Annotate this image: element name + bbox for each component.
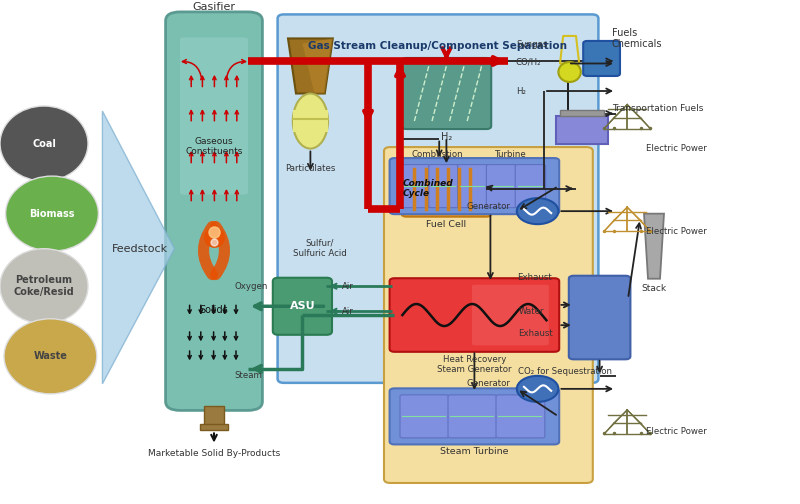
- Text: Generator: Generator: [466, 202, 510, 211]
- Polygon shape: [102, 111, 174, 384]
- FancyBboxPatch shape: [390, 278, 559, 352]
- FancyBboxPatch shape: [166, 12, 262, 410]
- Bar: [556, 116, 608, 144]
- Text: Gasifier: Gasifier: [193, 2, 235, 12]
- Text: Steam: Steam: [234, 371, 262, 381]
- Text: Electric Power: Electric Power: [646, 227, 706, 236]
- Ellipse shape: [558, 62, 581, 82]
- Text: Waste: Waste: [34, 351, 67, 361]
- FancyBboxPatch shape: [569, 276, 630, 359]
- FancyBboxPatch shape: [496, 395, 545, 438]
- Text: Transportation Fuels: Transportation Fuels: [612, 104, 703, 113]
- Text: Coal: Coal: [32, 139, 56, 149]
- FancyBboxPatch shape: [402, 58, 491, 129]
- FancyBboxPatch shape: [278, 15, 598, 383]
- FancyBboxPatch shape: [390, 158, 559, 214]
- FancyBboxPatch shape: [458, 165, 488, 208]
- Text: Petroleum
Coke/Resid: Petroleum Coke/Resid: [14, 276, 74, 297]
- Text: Solids: Solids: [200, 305, 228, 315]
- Text: Fuels
Chemicals: Fuels Chemicals: [612, 28, 662, 49]
- Ellipse shape: [0, 248, 88, 324]
- Text: Biomass: Biomass: [30, 209, 74, 219]
- FancyBboxPatch shape: [400, 165, 430, 208]
- FancyBboxPatch shape: [429, 165, 459, 208]
- Text: Generator: Generator: [466, 380, 510, 389]
- Text: Fuel Cell: Fuel Cell: [426, 220, 466, 229]
- FancyBboxPatch shape: [486, 165, 517, 208]
- Polygon shape: [644, 214, 664, 279]
- Text: Sulfur/
Sulfuric Acid: Sulfur/ Sulfuric Acid: [293, 239, 347, 258]
- Text: Particulates: Particulates: [286, 164, 335, 172]
- Text: Air: Air: [342, 307, 354, 316]
- Circle shape: [517, 198, 558, 224]
- Text: Exhaust: Exhaust: [518, 329, 553, 338]
- Text: Gaseous
Constituents: Gaseous Constituents: [186, 137, 242, 156]
- Text: Water: Water: [518, 307, 544, 316]
- Text: Marketable Solid By-Products: Marketable Solid By-Products: [148, 449, 280, 458]
- Text: H₂: H₂: [441, 132, 452, 142]
- Text: Combined
Cycle: Combined Cycle: [402, 179, 453, 198]
- FancyBboxPatch shape: [583, 41, 620, 76]
- Text: Turbine: Turbine: [495, 150, 527, 159]
- FancyArrowPatch shape: [203, 226, 212, 275]
- Text: Heat Recovery
Steam Generator: Heat Recovery Steam Generator: [437, 355, 512, 374]
- Bar: [293, 110, 328, 133]
- Text: Gas Stream Cleanup/Component Separation: Gas Stream Cleanup/Component Separation: [309, 41, 567, 51]
- FancyArrowPatch shape: [216, 226, 225, 275]
- Ellipse shape: [6, 176, 98, 251]
- FancyBboxPatch shape: [390, 389, 559, 445]
- Text: Oxygen: Oxygen: [234, 282, 268, 291]
- Bar: [560, 110, 604, 116]
- Polygon shape: [288, 38, 333, 94]
- FancyBboxPatch shape: [400, 395, 449, 438]
- Text: Stack: Stack: [641, 284, 666, 293]
- FancyBboxPatch shape: [402, 161, 491, 217]
- Text: Feedstock: Feedstock: [112, 244, 168, 254]
- Polygon shape: [302, 38, 333, 94]
- FancyBboxPatch shape: [180, 37, 248, 195]
- Text: Air: Air: [342, 282, 354, 291]
- Circle shape: [517, 376, 558, 402]
- Text: H₂: H₂: [516, 87, 526, 95]
- FancyBboxPatch shape: [384, 147, 593, 483]
- Text: Electric Power: Electric Power: [646, 427, 706, 436]
- FancyBboxPatch shape: [515, 165, 546, 208]
- Text: CO/H₂: CO/H₂: [516, 58, 542, 67]
- Text: Syngas: Syngas: [516, 40, 547, 49]
- Ellipse shape: [4, 319, 97, 394]
- Text: Electric Power: Electric Power: [646, 144, 706, 153]
- Text: Combustion: Combustion: [412, 150, 463, 159]
- Text: Steam Turbine: Steam Turbine: [440, 448, 509, 457]
- FancyBboxPatch shape: [273, 278, 332, 335]
- Text: ASU: ASU: [290, 301, 315, 311]
- Bar: [200, 424, 229, 430]
- FancyBboxPatch shape: [472, 285, 549, 345]
- Bar: [203, 406, 224, 426]
- Ellipse shape: [293, 94, 328, 149]
- Text: CO₂ for Sequestration: CO₂ for Sequestration: [518, 367, 613, 376]
- Text: Exhaust: Exhaust: [517, 273, 551, 282]
- FancyBboxPatch shape: [448, 395, 497, 438]
- Ellipse shape: [0, 106, 88, 181]
